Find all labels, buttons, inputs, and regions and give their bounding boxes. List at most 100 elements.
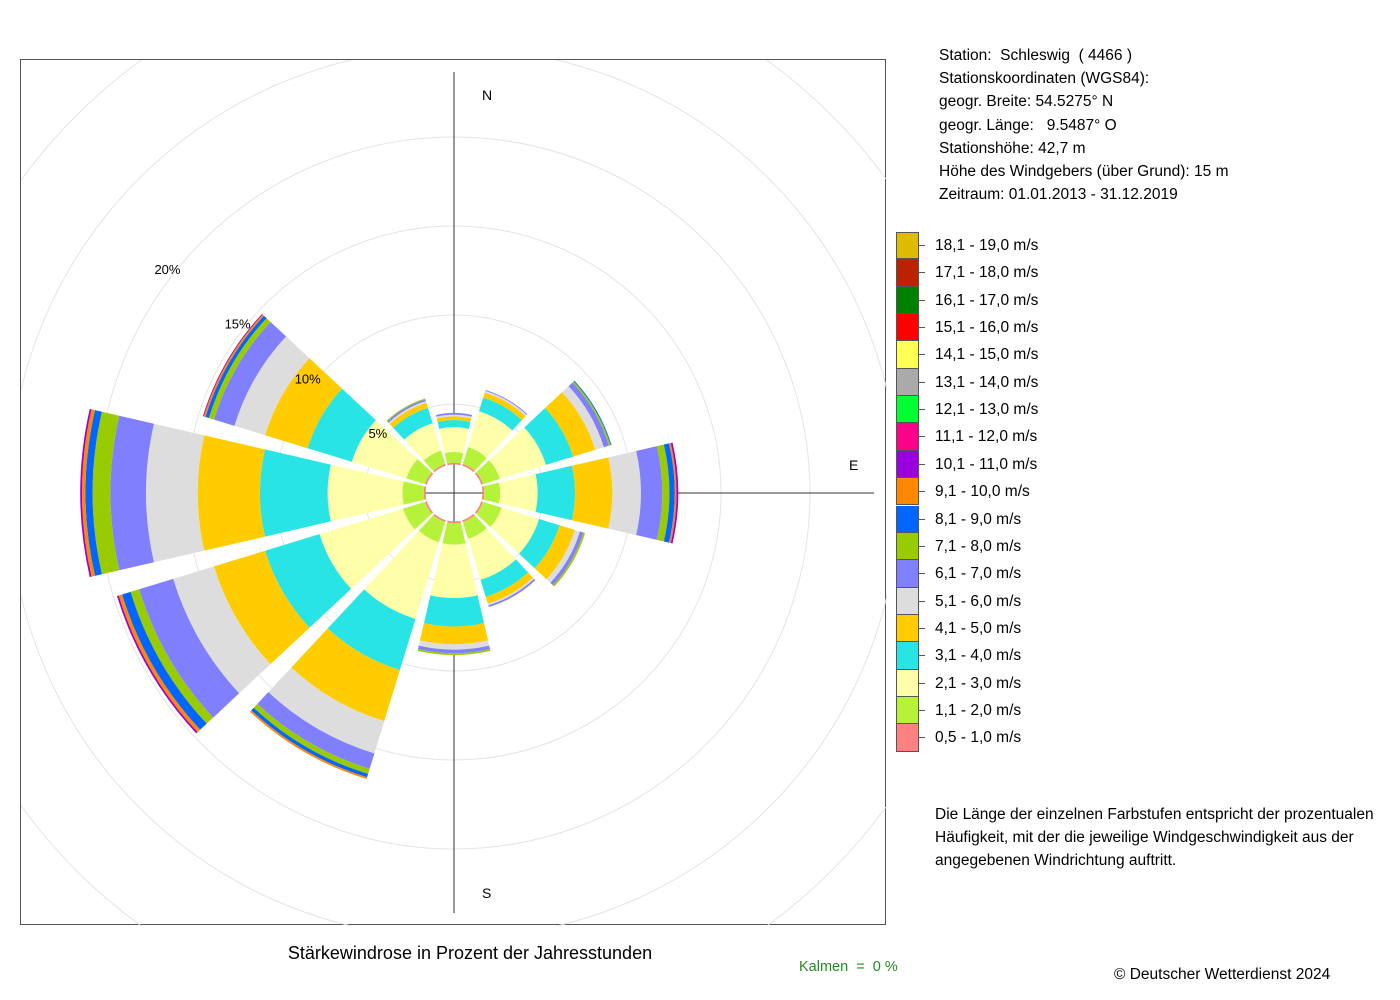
legend-tick [919,491,925,493]
legend-label: 7,1 - 8,0 m/s [935,537,1022,555]
wind-rose-panel: N E S 5% 10% 15% 20% Kalmen = 0 % [20,59,898,975]
sector-210deg-class-5 [291,628,400,722]
sector-300deg-class-9 [205,315,267,419]
sector-90deg-class-10 [669,442,677,544]
sector-30deg-class-2 [462,447,487,471]
sector-30deg-class-1 [462,464,475,473]
sector-330deg-class-1 [433,464,446,473]
legend-label: 2,1 - 3,0 m/s [935,674,1022,692]
sector-30deg-class-6 [484,390,527,417]
legend-tick [919,737,925,739]
legend-swatch [896,532,919,561]
sector-150deg-class-4 [480,559,529,597]
sector-300deg-class-6 [234,336,310,436]
sector-0deg-class-6 [436,414,472,419]
legend-item: 0,5 - 1,0 m/s [896,724,1156,752]
sector-210deg-class-9 [251,707,369,778]
sector-330deg-class-5 [389,402,428,428]
sector-270deg-class-1 [423,486,427,500]
sector-240deg-class-6 [173,566,271,694]
sector-60deg-class-6 [562,386,604,450]
legend-label: 5,1 - 6,0 m/s [935,592,1022,610]
legend-swatch [896,614,919,643]
legend-label: 3,1 - 4,0 m/s [935,647,1022,665]
legend-swatch [896,423,919,451]
legend-tick [919,573,925,575]
legend-item: 7,1 - 8,0 m/s [896,532,1156,561]
legend-swatch [896,724,919,752]
legend-label: 0,5 - 1,0 m/s [935,729,1022,747]
sector-180deg-class-4 [423,595,485,627]
legend-swatch [896,642,919,670]
legend-item: 10,1 - 11,0 m/s [896,450,1156,479]
legend-tick [919,299,925,301]
legend-item: 9,1 - 10,0 m/s [896,478,1156,506]
legend-swatch [896,286,919,315]
sector-210deg-class-3 [364,530,439,619]
legend-tick [919,627,925,629]
sector-300deg-class-4 [307,388,376,462]
legend-label: 9,1 - 10,0 m/s [935,483,1030,501]
sector-60deg-class-8 [572,381,611,446]
sector-210deg-class-8 [253,703,370,774]
sector-120deg-class-7 [550,531,584,586]
sector-240deg-class-2 [402,501,432,530]
sector-30deg-class-5 [483,392,526,421]
sector-180deg-class-5 [419,623,489,645]
sector-60deg-class-4 [524,408,574,465]
sector-180deg-class-7 [417,645,491,654]
sector-90deg-class-3 [499,474,538,512]
sector-240deg-class-7 [139,578,240,718]
sector-150deg-class-6 [487,577,535,606]
legend-label: 8,1 - 9,0 m/s [935,510,1022,528]
sector-120deg-class-2 [476,501,502,527]
sector-270deg-class-7 [110,415,154,571]
wind-rose-chart: N E S 5% 10% 15% 20% [21,60,887,926]
legend-tick [919,463,925,465]
sector-270deg-class-3 [327,464,404,522]
sector-150deg-class-7 [488,578,536,608]
sector-240deg-class-8 [130,589,214,724]
sector-240deg-class-5 [213,550,310,665]
sector-240deg-class-9 [122,591,207,730]
sector-120deg-class-6 [546,529,580,583]
station-name: Station: Schleswig ( 4466 ) [939,47,1132,64]
legend-tick [919,682,925,684]
legend-item: 11,1 - 12,0 m/s [896,423,1156,451]
legend-label: 1,1 - 2,0 m/s [935,701,1022,719]
station-elevation: Stationshöhe: 42,7 m [939,139,1086,157]
sector-210deg-class-2 [418,515,446,543]
sector-330deg-class-7 [387,399,426,423]
sector-150deg-class-1 [462,513,475,522]
legend-label: 10,1 - 11,0 m/s [935,455,1038,473]
legend-label: 6,1 - 7,0 m/s [935,565,1022,583]
legend-tick [919,327,925,329]
legend-swatch [896,368,919,397]
sector-60deg-class-1 [474,472,483,485]
sector-180deg-class-3 [430,543,478,599]
sector-240deg-class-4 [265,534,352,628]
legend-item: 1,1 - 2,0 m/s [896,696,1156,725]
legend-swatch [896,669,919,697]
station-info: Station: Schleswig ( 4466 ) Stationskoor… [939,44,1228,206]
sector-300deg-class-3 [351,420,418,479]
legend-swatch [896,696,919,725]
sector-90deg-class-9 [663,443,675,543]
legend-item: 18,1 - 19,0 m/s [896,232,1156,260]
sector-240deg-class-3 [319,508,415,589]
legend-tick [919,245,925,246]
sector-270deg-class-11 [80,408,92,578]
legend-tick [919,655,925,657]
legend-tick [919,436,925,438]
sector-60deg-class-7 [568,382,609,448]
sector-300deg-class-1 [425,472,434,485]
legend-item: 8,1 - 9,0 m/s [896,505,1156,533]
sector-330deg-class-2 [423,450,446,471]
anemometer-height: Höhe des Windgebers (über Grund): 15 m [939,163,1229,181]
sector-90deg-class-7 [636,446,663,540]
legend-label: 16,1 - 17,0 m/s [935,291,1039,309]
legend-swatch [896,587,919,615]
ring-label: 15% [225,317,251,332]
sector-90deg-class-1 [481,486,485,500]
sector-90deg-class-8 [656,444,670,542]
